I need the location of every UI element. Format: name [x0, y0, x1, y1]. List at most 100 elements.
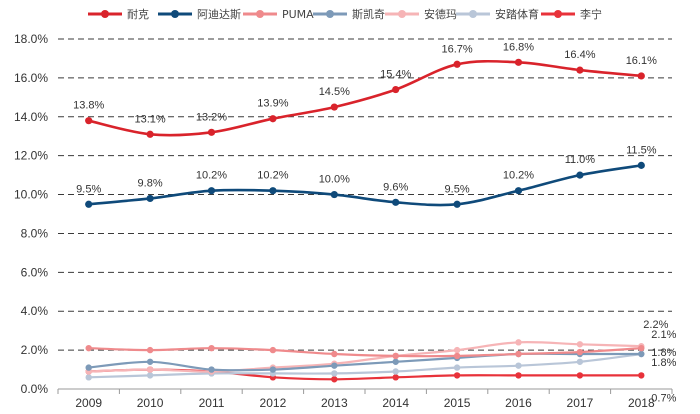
legend-marker	[326, 10, 334, 18]
data-label: 13.2%	[196, 111, 227, 123]
data-point	[453, 372, 461, 379]
legend-label: 安踏体育	[495, 7, 539, 21]
data-point	[453, 200, 461, 208]
x-tick-label: 2017	[567, 396, 594, 410]
data-label: 9.8%	[138, 177, 163, 189]
data-point	[208, 344, 215, 352]
legend-marker	[171, 10, 179, 18]
data-label: 1.8%	[651, 357, 676, 369]
data-label: 10.0%	[319, 174, 350, 186]
legend-item: 阿迪达斯	[158, 8, 241, 21]
series-line	[87, 347, 643, 358]
data-point	[515, 372, 522, 379]
data-label: 1.8%	[651, 347, 676, 359]
x-tick-label: 2014	[382, 396, 409, 410]
data-point	[576, 358, 584, 365]
data-point	[331, 370, 338, 377]
legend-marker	[398, 10, 406, 18]
data-point	[207, 187, 216, 195]
data-point	[392, 352, 399, 360]
x-tick-label: 2013	[321, 396, 348, 410]
data-label: 10.2%	[196, 170, 227, 182]
data-point	[330, 190, 338, 199]
series-line	[87, 59, 643, 137]
data-point	[392, 358, 399, 365]
data-label: 13.1%	[134, 113, 165, 125]
y-tick-label: 6.0%	[21, 265, 49, 279]
data-label: 14.5%	[319, 86, 350, 98]
legend-item: 耐克	[88, 8, 149, 21]
legend-item: 安德玛	[385, 7, 457, 21]
data-point	[207, 128, 216, 136]
data-point	[269, 366, 277, 373]
data-point	[392, 374, 399, 381]
legend-item: 李宁	[541, 7, 602, 21]
data-point	[392, 368, 399, 375]
data-label: 9.5%	[76, 183, 101, 195]
data-point	[514, 187, 523, 195]
data-label: 16.7%	[441, 43, 472, 55]
y-axis: 0.0% 2.0% 4.0% 6.0% 8.0% 10.0% 12.0% 14.0% 16.0%…	[14, 32, 48, 396]
data-label: 13.9%	[257, 98, 288, 110]
x-tick-label: 2009	[75, 396, 102, 410]
data-point	[638, 350, 645, 358]
data-label: 11.5%	[626, 144, 657, 156]
data-label: 0.7%	[651, 392, 676, 404]
data-label: 2.1%	[651, 329, 676, 341]
data-point	[331, 362, 338, 369]
data-point	[515, 339, 522, 346]
data-point	[576, 171, 584, 179]
legend-marker	[256, 10, 264, 18]
data-labels: 13.8% 13.1% 13.2% 13.9% 14.5% 15.4% 16.7% 16.8%…	[73, 41, 676, 404]
data-point	[453, 60, 461, 68]
data-point	[331, 350, 338, 358]
legend-label: 阿迪达斯	[197, 8, 241, 21]
data-point	[85, 344, 92, 352]
data-point	[514, 58, 523, 66]
data-point	[453, 346, 461, 354]
legend-item: 斯凯奇	[313, 8, 385, 21]
data-point	[146, 130, 154, 138]
data-label: 9.5%	[445, 183, 470, 195]
data-point	[453, 352, 461, 360]
x-tick-label: 2011	[199, 396, 225, 410]
data-point	[638, 344, 645, 352]
data-point	[146, 358, 154, 365]
plot-area	[85, 58, 645, 383]
data-point	[637, 161, 645, 169]
legend-marker	[554, 10, 562, 18]
legend-marker	[101, 10, 109, 18]
data-label: 15.4%	[380, 69, 411, 81]
y-tick-label: 4.0%	[21, 304, 49, 318]
data-point	[330, 103, 338, 111]
legend-label: 安德玛	[424, 7, 457, 21]
data-label: 16.1%	[626, 55, 657, 67]
y-tick-label: 10.0%	[14, 188, 48, 202]
data-label: 13.8%	[73, 100, 104, 112]
data-label: 2.2%	[643, 319, 668, 331]
data-point	[453, 364, 461, 371]
x-tick-label: 2016	[505, 396, 532, 410]
data-point	[146, 346, 154, 354]
data-label: 9.6%	[383, 181, 408, 193]
gridlines	[58, 38, 672, 351]
data-point	[146, 366, 154, 373]
data-label: 10.2%	[257, 170, 288, 182]
series-line	[87, 164, 643, 207]
x-tick-label: 2015	[444, 396, 471, 410]
data-label: 11.0%	[565, 154, 596, 166]
y-tick-label: 8.0%	[21, 226, 49, 240]
data-point	[515, 362, 522, 369]
data-point	[576, 66, 584, 74]
y-tick-label: 0.0%	[21, 382, 49, 396]
legend-label: PUMA	[282, 8, 314, 21]
data-point	[146, 372, 154, 379]
data-point	[576, 341, 584, 348]
x-tick-label: 2010	[137, 396, 164, 410]
data-point	[637, 72, 645, 80]
legend-item: 安踏体育	[456, 7, 539, 21]
series-line	[87, 340, 643, 373]
x-axis: 2009 2010 2011 2012 2013 2014 2015 2016 2017 2018	[57, 388, 673, 410]
y-tick-label: 12.0%	[14, 149, 48, 163]
